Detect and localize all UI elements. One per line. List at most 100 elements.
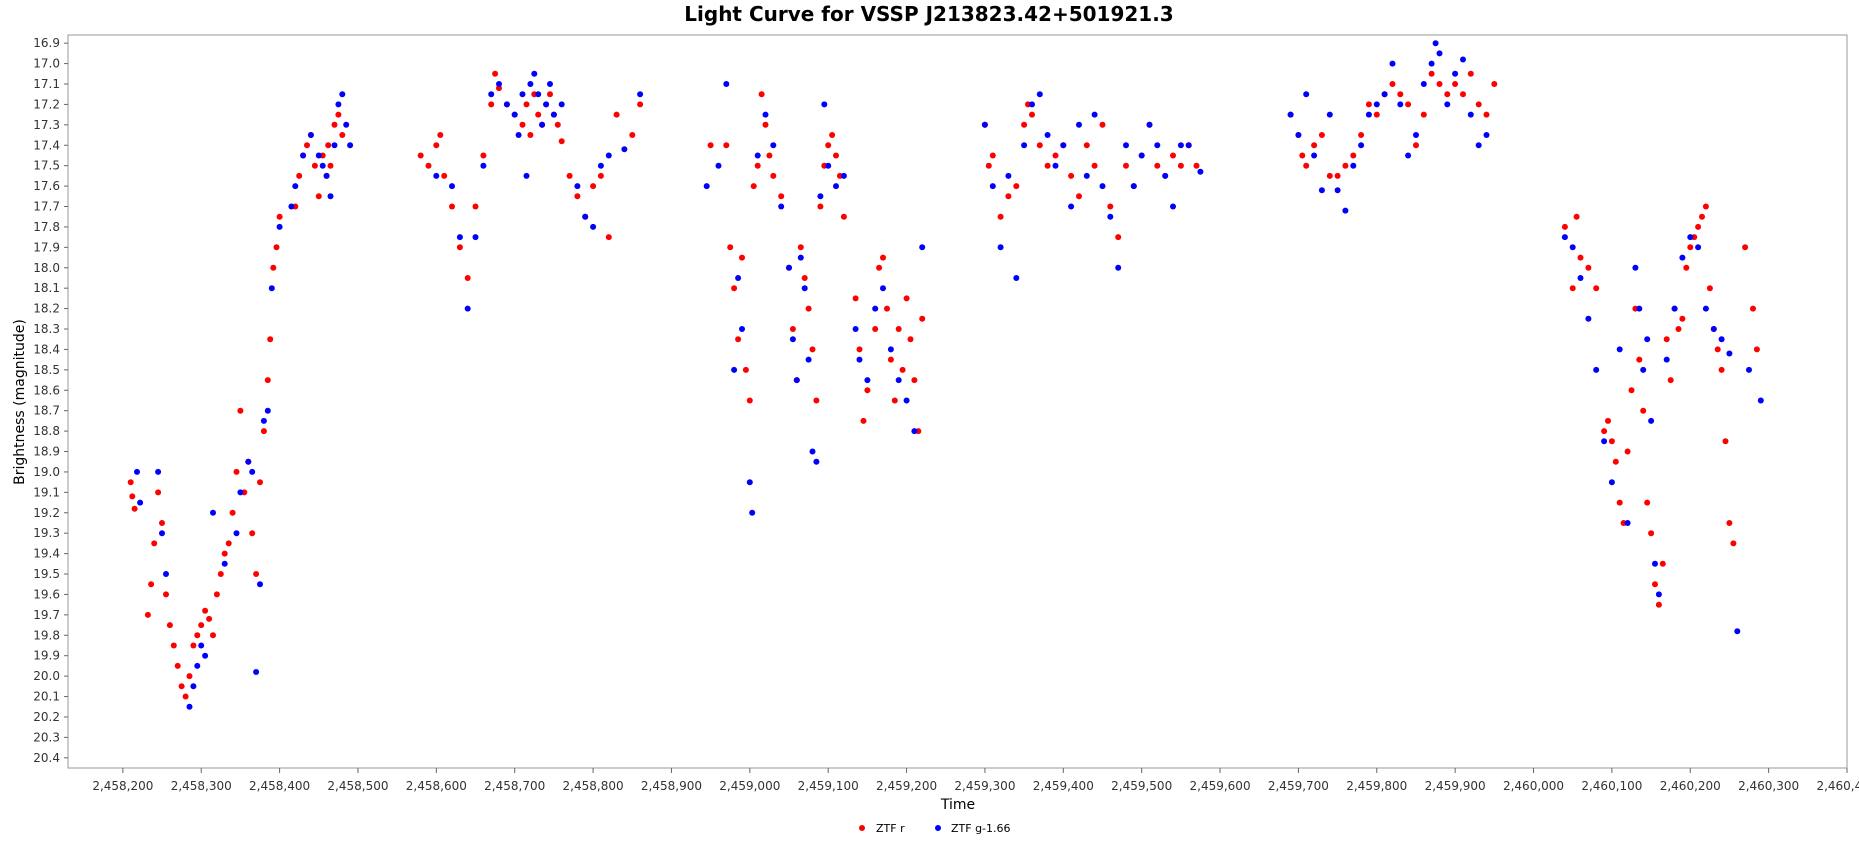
data-point [1742,244,1749,251]
data-point [754,162,761,169]
data-point [1334,172,1341,179]
data-point [1640,407,1647,414]
data-point [163,571,169,577]
data-point [327,193,334,200]
data-point [331,142,338,149]
data-point [276,223,283,230]
data-point [155,468,162,475]
y-tick-label: 17.1 [33,77,60,91]
data-point [735,336,742,343]
data-point [899,366,906,373]
data-point [1170,203,1176,210]
data-point [433,142,440,149]
data-point [981,121,988,128]
data-point [1561,234,1568,241]
data-point [1753,346,1760,353]
data-point [159,530,165,537]
data-point [166,622,173,629]
data-point [703,183,710,190]
data-point [805,305,812,312]
data-point [613,111,620,118]
data-point [210,632,216,639]
data-point [151,540,158,547]
y-tick-label: 19.7 [33,608,60,622]
data-point [895,326,902,332]
data-point [762,121,769,128]
x-tick-label: 2,458,700 [484,779,545,793]
data-point [1036,91,1043,98]
data-point [1460,56,1466,63]
data-point [762,111,769,118]
data-point [1675,326,1682,332]
data-point [856,356,863,363]
legend-label-ztf-r: ZTF r [876,822,905,835]
data-point [339,132,346,138]
data-point [1726,350,1733,357]
data-point [597,162,604,169]
legend-label-ztf-g: ZTF g-1.66 [951,822,1011,835]
data-point [237,407,244,414]
x-tick-label: 2,458,300 [171,779,232,793]
data-point [1123,162,1129,169]
data-point [264,377,271,384]
y-tick-label: 19.3 [33,526,60,540]
data-point [253,571,260,577]
data-point [1138,152,1145,159]
data-point [1185,142,1192,149]
data-point [264,407,271,414]
x-tick-label: 2,460,300 [1738,779,1799,793]
data-point [1679,254,1686,261]
y-tick-label: 19.0 [33,465,60,479]
data-point [864,377,871,384]
data-point [1702,305,1709,312]
data-point [1601,438,1608,445]
data-point [1687,234,1694,241]
data-point [221,550,228,557]
y-axis-label: Brightness (magnitude) [12,319,28,485]
data-point [292,183,299,190]
data-point [825,162,832,169]
data-point [1444,101,1451,108]
y-tick-label: 19.4 [33,547,60,561]
y-tick-label: 19.1 [33,485,60,499]
data-point [1636,356,1643,363]
data-point [887,356,894,363]
y-tick-label: 19.8 [33,628,60,642]
data-point [797,244,804,251]
data-point [809,448,816,455]
x-tick-label: 2,459,600 [1190,779,1251,793]
data-point [425,162,432,169]
data-point [789,336,796,343]
data-point [715,162,722,169]
data-point [206,615,213,622]
y-tick-label: 18.7 [33,404,60,418]
data-point [213,591,220,598]
x-tick-label: 2,460,100 [1581,779,1642,793]
data-point [750,183,757,190]
data-point [1483,132,1490,138]
data-point [860,417,867,424]
data-point [723,142,730,149]
data-point [1695,223,1702,230]
data-point [1099,121,1106,128]
data-point [997,213,1004,220]
x-tick-label: 2,460,000 [1503,779,1564,793]
data-point [325,142,332,149]
data-point [547,81,553,87]
data-point [813,397,820,404]
data-point [1699,213,1705,220]
data-point [778,193,785,200]
data-point [574,183,581,190]
data-point [1710,326,1717,332]
data-point [829,132,836,138]
data-point [1616,499,1623,506]
data-point [319,162,326,169]
data-point [840,213,847,220]
data-point [129,493,136,500]
data-point [793,377,800,384]
data-point [268,285,275,292]
data-point [786,264,792,271]
data-point [1605,417,1611,424]
data-point [260,417,267,424]
data-point [590,183,597,190]
